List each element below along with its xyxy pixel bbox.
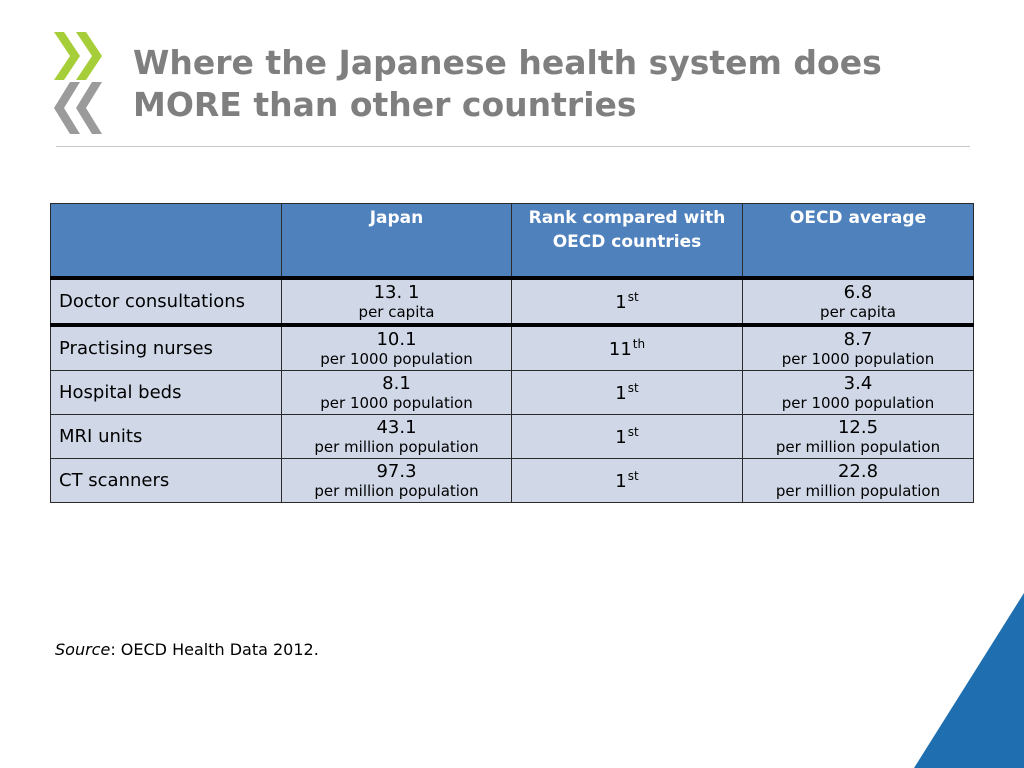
oecd-value: 22.8 — [837, 460, 879, 482]
japan-cell: 97.3 per million population — [281, 458, 512, 503]
title-line-2: MORE than other countries — [133, 85, 637, 124]
rank-number: 1 — [615, 471, 627, 492]
oecd-unit: per 1000 population — [781, 349, 935, 368]
rank-cell: 1st — [511, 458, 743, 503]
table-row: Practising nurses 10.1 per 1000 populatio… — [50, 324, 974, 371]
japan-unit: per capita — [358, 302, 435, 321]
row-label: MRI units — [50, 414, 282, 459]
source-text: : OECD Health Data 2012. — [110, 640, 319, 659]
oecd-unit: per 1000 population — [781, 393, 935, 412]
source-note: Source: OECD Health Data 2012. — [55, 640, 319, 659]
oecd-logo-icon — [54, 32, 102, 134]
oecd-value: 12.5 — [837, 416, 879, 438]
japan-unit: per 1000 population — [320, 349, 473, 368]
oecd-value: 8.7 — [843, 328, 873, 350]
japan-cell: 8.1 per 1000 population — [281, 370, 512, 415]
oecd-cell: 12.5 per million population — [742, 414, 974, 459]
row-label: Hospital beds — [50, 370, 282, 415]
oecd-unit: per capita — [820, 302, 896, 321]
corner-triangle-decoration — [914, 593, 1024, 768]
row-label: Practising nurses — [50, 324, 282, 371]
table-row: MRI units 43.1 per million population 1st… — [50, 414, 974, 459]
rank-number: 11 — [608, 339, 632, 360]
rank-suffix: st — [627, 290, 639, 304]
oecd-value: 6.8 — [843, 281, 873, 303]
column-header-oecd-average: OECD average — [742, 203, 974, 280]
rank-number: 1 — [615, 292, 627, 313]
japan-unit: per million population — [314, 481, 479, 500]
japan-cell: 13. 1 per capita — [281, 277, 512, 327]
japan-cell: 43.1 per million population — [281, 414, 512, 459]
rank-number: 1 — [615, 383, 627, 404]
rank-cell: 11th — [511, 324, 743, 371]
japan-value: 13. 1 — [373, 281, 420, 303]
column-header-rank: Rank compared with OECD countries — [511, 203, 743, 280]
rank-cell: 1st — [511, 414, 743, 459]
table-header-row: Japan Rank compared with OECD countries … — [50, 203, 974, 280]
rank-cell: 1st — [511, 277, 743, 327]
health-comparison-table: Japan Rank compared with OECD countries … — [50, 203, 974, 503]
table-row: Hospital beds 8.1 per 1000 population 1st… — [50, 370, 974, 415]
rank-suffix: st — [627, 425, 639, 439]
rank-suffix: st — [627, 381, 639, 395]
title-divider — [56, 146, 970, 147]
oecd-cell: 6.8 per capita — [742, 277, 974, 327]
rank-suffix: st — [627, 469, 639, 483]
japan-value: 97.3 — [376, 460, 417, 482]
japan-unit: per 1000 population — [320, 393, 473, 412]
oecd-cell: 3.4 per 1000 population — [742, 370, 974, 415]
japan-unit: per million population — [314, 437, 479, 456]
oecd-cell: 22.8 per million population — [742, 458, 974, 503]
oecd-cell: 8.7 per 1000 population — [742, 324, 974, 371]
page-title: Where the Japanese health system does MO… — [133, 42, 993, 126]
source-label: Source — [55, 640, 111, 659]
table-row: Doctor consultations 13. 1 per capita 1st… — [50, 277, 974, 327]
column-header-japan: Japan — [281, 203, 512, 280]
row-label: CT scanners — [50, 458, 282, 503]
japan-value: 43.1 — [376, 416, 417, 438]
rank-number: 1 — [615, 427, 627, 448]
oecd-unit: per million population — [775, 437, 941, 456]
japan-cell: 10.1 per 1000 population — [281, 324, 512, 371]
table-row: CT scanners 97.3 per million population 1… — [50, 458, 974, 503]
oecd-value: 3.4 — [843, 372, 873, 394]
oecd-unit: per million population — [775, 481, 941, 500]
rank-suffix: th — [632, 337, 646, 351]
rank-cell: 1st — [511, 370, 743, 415]
title-line-1: Where the Japanese health system does — [133, 43, 882, 82]
japan-value: 10.1 — [376, 328, 417, 350]
row-label: Doctor consultations — [50, 277, 282, 327]
japan-value: 8.1 — [382, 372, 411, 394]
column-header-blank — [50, 203, 282, 280]
